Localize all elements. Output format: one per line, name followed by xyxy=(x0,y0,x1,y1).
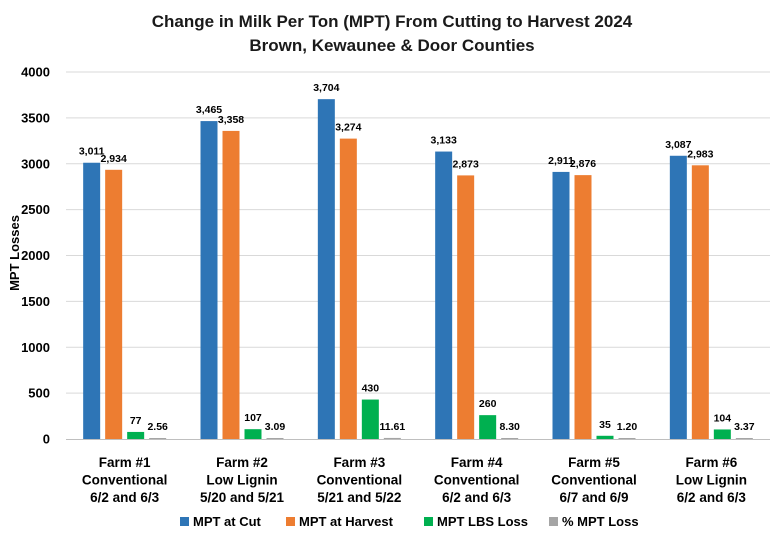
bar xyxy=(552,171,570,439)
category-labels: Farm #1 Conventional 6/2 and 6/3 Farm #2 Low… xyxy=(82,455,747,505)
y-tick-label: 2000 xyxy=(21,248,50,263)
data-label: 430 xyxy=(362,383,380,395)
data-label: 2.56 xyxy=(147,421,168,433)
gridlines xyxy=(66,71,770,394)
bar xyxy=(713,429,731,439)
x-tick-label: Farm #2 xyxy=(216,455,268,470)
y-tick-label: 1000 xyxy=(21,340,50,355)
x-tick-label: 6/2 and 6/3 xyxy=(442,490,512,505)
bar xyxy=(669,155,687,439)
x-tick-label: Farm #3 xyxy=(333,455,385,470)
data-label: 3,133 xyxy=(431,135,457,147)
x-tick-label: Farm #4 xyxy=(451,455,503,470)
bar xyxy=(317,99,335,440)
data-label: 260 xyxy=(479,398,497,410)
data-label: 3.37 xyxy=(734,421,755,433)
bar xyxy=(574,175,592,439)
bar xyxy=(266,438,284,439)
y-tick-label: 2500 xyxy=(21,202,50,217)
data-label: 2,934 xyxy=(101,153,127,165)
bar xyxy=(127,431,145,439)
chart-subtitle: Brown, Kewaunee & Door Counties xyxy=(249,36,534,55)
legend-label: % MPT Loss xyxy=(562,514,639,529)
data-label: 107 xyxy=(244,412,262,424)
legend-label: MPT at Harvest xyxy=(299,514,394,529)
data-label: 3,087 xyxy=(665,139,691,151)
x-tick-label: 6/2 and 6/3 xyxy=(677,490,747,505)
x-tick-label: Conventional xyxy=(551,473,637,488)
bar xyxy=(222,130,240,439)
bar xyxy=(244,429,262,439)
y-tick-label: 3500 xyxy=(21,110,50,125)
data-label: 8.30 xyxy=(499,421,520,433)
data-label: 2,876 xyxy=(570,158,596,170)
legend-swatch xyxy=(424,517,433,526)
y-tick-label: 3000 xyxy=(21,156,50,171)
y-tick-label: 1500 xyxy=(21,294,50,309)
x-tick-label: 5/21 and 5/22 xyxy=(317,490,401,505)
data-label: 3.09 xyxy=(265,421,286,433)
x-tick-label: 6/7 and 6/9 xyxy=(559,490,628,505)
x-tick-label: Farm #1 xyxy=(99,455,151,470)
x-tick-label: Conventional xyxy=(317,473,403,488)
legend: MPT at Cut MPT at Harvest MPT LBS Loss % MP… xyxy=(180,514,639,529)
x-tick-label: Low Lignin xyxy=(206,473,277,488)
bar xyxy=(361,399,379,439)
bar xyxy=(501,438,519,439)
bar xyxy=(105,169,123,440)
x-tick-label: 5/20 and 5/21 xyxy=(200,490,285,505)
x-tick-label: Farm #6 xyxy=(685,455,737,470)
legend-label: MPT at Cut xyxy=(193,514,262,529)
data-label: 3,465 xyxy=(196,104,222,116)
x-tick-label: Conventional xyxy=(434,473,520,488)
bar xyxy=(618,438,636,439)
y-tick-label: 500 xyxy=(28,386,50,401)
data-label: 1.20 xyxy=(617,421,638,433)
x-tick-label: Low Lignin xyxy=(676,473,747,488)
bar xyxy=(339,138,357,439)
legend-swatch xyxy=(549,517,558,526)
legend-swatch xyxy=(180,517,189,526)
bar xyxy=(435,151,453,440)
y-tick-labels: 0 500 1000 1500 2000 2500 3000 3500 4000 xyxy=(21,65,50,447)
data-label: 3,704 xyxy=(313,82,339,94)
legend-swatch xyxy=(286,517,295,526)
data-label: 77 xyxy=(130,415,142,427)
data-label: 2,911 xyxy=(548,155,574,167)
bar xyxy=(691,165,709,439)
x-tick-label: Conventional xyxy=(82,473,168,488)
data-label: 2,873 xyxy=(453,158,479,170)
bar xyxy=(200,121,218,440)
chart-title: Change in Milk Per Ton (MPT) From Cuttin… xyxy=(152,12,633,31)
legend-label: MPT LBS Loss xyxy=(437,514,528,529)
data-label: 35 xyxy=(599,419,611,431)
data-label: 3,274 xyxy=(335,122,361,134)
data-label: 2,983 xyxy=(687,148,713,160)
bar xyxy=(83,162,101,439)
bar xyxy=(596,435,614,439)
bar xyxy=(479,415,497,439)
data-label: 11.61 xyxy=(379,421,405,433)
x-tick-label: 6/2 and 6/3 xyxy=(90,490,160,505)
bar xyxy=(457,175,475,439)
data-label: 104 xyxy=(714,412,732,424)
bar xyxy=(383,437,401,439)
bar xyxy=(735,438,753,439)
y-tick-label: 4000 xyxy=(21,65,50,80)
y-tick-label: 0 xyxy=(43,432,50,447)
bar xyxy=(149,438,167,439)
x-tick-label: Farm #5 xyxy=(568,455,620,470)
data-label: 3,011 xyxy=(79,146,105,158)
y-axis-title: MPT Losses xyxy=(7,215,22,291)
data-label: 3,358 xyxy=(218,114,244,126)
bars xyxy=(83,99,753,440)
